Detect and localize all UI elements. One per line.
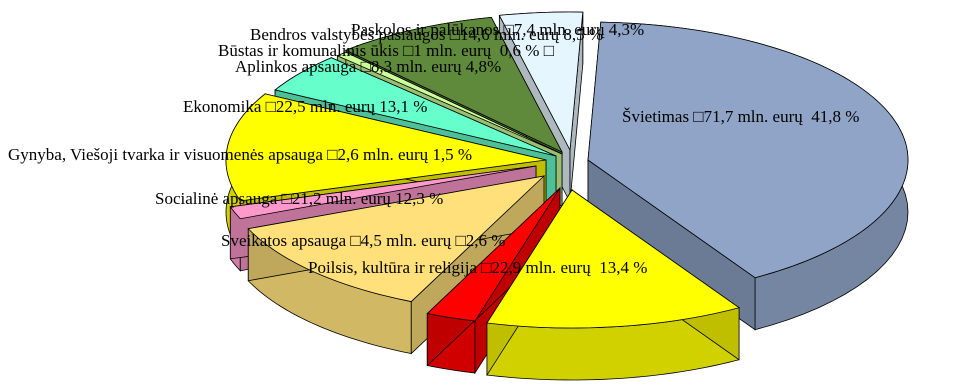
slice-label: Būstas ir komunalinis ūkis □1 mln. eurų … [218,41,554,60]
pie-slice [486,188,740,381]
pie-slice-top [274,57,557,157]
pie-slice-top [229,165,537,220]
slice-label: Sveikatos apsauga □4,5 mln. eurų □2,6 % [221,231,505,250]
slice-label: Gynyba, Viešoji tvarka ir visuomenės aps… [8,145,472,164]
slice-label: Bendros valstybės paslaugos □14,6 mln. e… [250,25,603,44]
pie-slice-top [426,187,561,322]
pie-slice-top [225,93,547,202]
slice-label: Socialinė apsauga □21,2 mln. eurų 12,3 % [155,189,443,208]
pie-slice-top [587,21,909,279]
pie-slice-top [498,11,584,152]
pie-slices [225,11,909,381]
slice-label: Ekonomika □22,5 mln. eurų 13,1 % [183,97,427,116]
pie-slice-top [247,175,546,302]
slice-label: Poilsis, kultūra ir religija □22,9 mln. … [308,258,647,277]
pie-slice-top [336,51,563,155]
pie-slice-top [344,16,563,153]
slice-label: Švietimas □71,7 mln. eurų 41,8 % [622,107,859,126]
pie-slice [247,175,546,355]
pie-slice-top [486,189,740,329]
slice-label: Aplinkos apsauga □8,3 mln. eurų 4,8% [235,57,501,76]
slice-label: Paskolos ir palūkanos □7,4 mln. eurų 4,3… [351,20,644,39]
pie-labels: Švietimas □71,7 mln. eurų 41,8 % Poilsis,… [8,20,859,277]
pie-slice [587,21,909,331]
